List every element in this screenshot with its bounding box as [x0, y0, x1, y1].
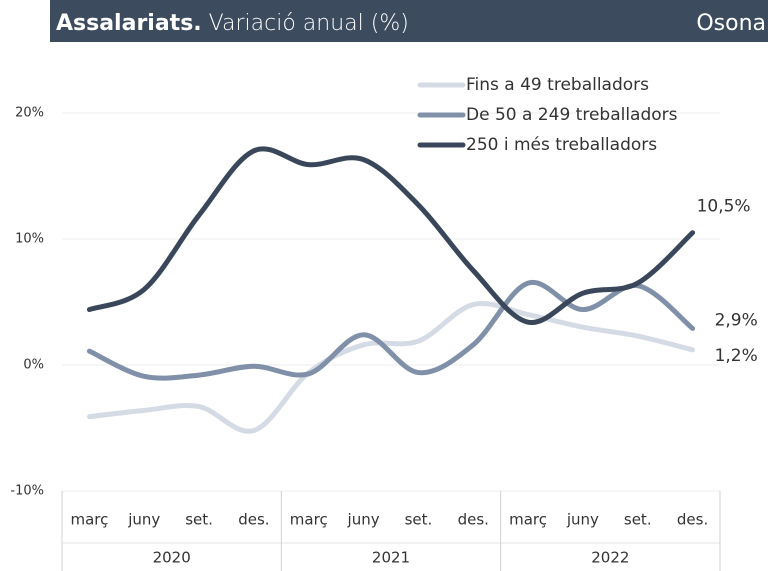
- header-title: Assalariats. Variació anual (%): [56, 11, 409, 36]
- group-label: 2022: [591, 549, 629, 567]
- region: Osona: [696, 11, 766, 36]
- value-label: 2,9%: [715, 310, 758, 330]
- value-label: 10,5%: [697, 197, 751, 217]
- legend-label: 250 i més treballadors: [466, 135, 657, 155]
- group-label: 2021: [372, 549, 410, 567]
- x-tick-label: juny: [347, 511, 380, 529]
- legend-label: Fins a 49 treballadors: [466, 75, 649, 95]
- x-tick-label: des.: [458, 511, 489, 529]
- x-tick-label: set.: [185, 511, 213, 529]
- x-tick-label: març: [290, 511, 328, 529]
- x-tick-label: juny: [566, 511, 599, 529]
- x-tick-label: març: [70, 511, 108, 529]
- x-tick-label: juny: [127, 511, 160, 529]
- y-tick-label: 0%: [23, 358, 44, 373]
- value-label: 1,2%: [715, 346, 758, 366]
- x-tick-label: des.: [677, 511, 708, 529]
- series-line: [86, 279, 696, 381]
- group-label: 2020: [153, 549, 191, 567]
- legend-label: De 50 a 249 treballadors: [466, 105, 678, 125]
- x-tick-label: març: [509, 511, 547, 529]
- subtitle: Variació anual (%): [209, 11, 409, 36]
- series-line: [86, 146, 696, 325]
- title: Assalariats.: [56, 11, 202, 36]
- series-line: [86, 301, 696, 434]
- x-tick-label: set.: [405, 511, 433, 529]
- y-tick-label: 10%: [15, 232, 44, 247]
- header-bar: [50, 0, 768, 42]
- y-tick-label: -10%: [10, 484, 44, 499]
- x-tick-label: des.: [238, 511, 269, 529]
- x-tick-label: set.: [624, 511, 652, 529]
- y-tick-label: 20%: [15, 106, 44, 121]
